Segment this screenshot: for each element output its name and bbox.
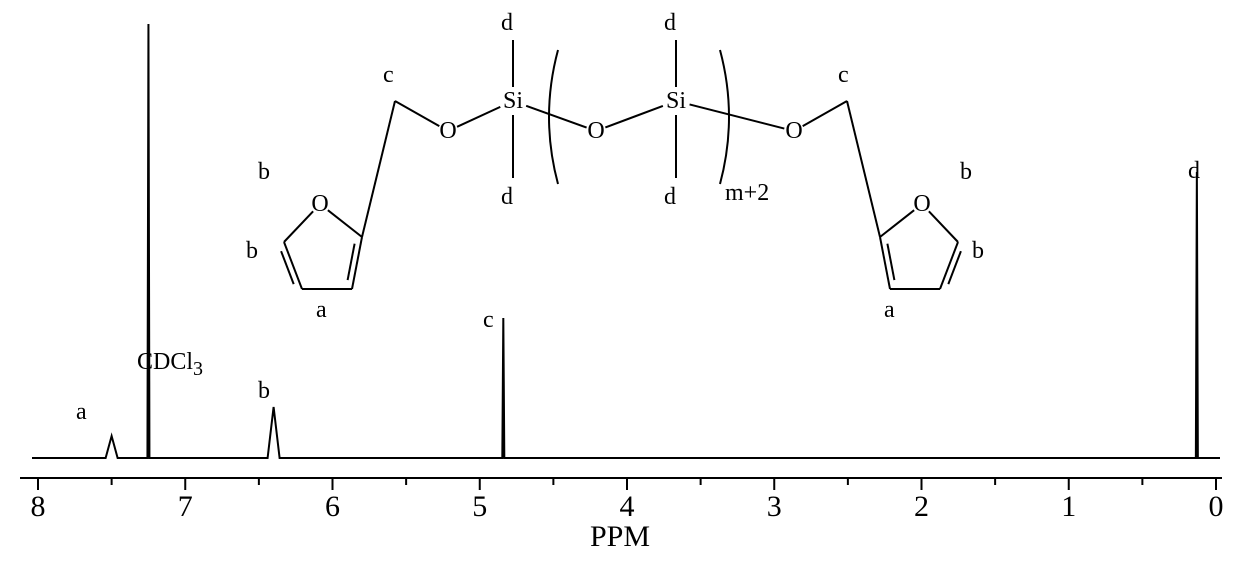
structure-svg: O O O Si O Si O (0, 0, 1240, 565)
atom-O3: O (785, 118, 802, 144)
atom-O-left-furan: O (311, 191, 328, 217)
atom-Si1: Si (503, 88, 523, 114)
atom-O-right-furan: O (913, 191, 930, 217)
peak-label-c: c (483, 307, 494, 334)
axis-tick-label: 8 (26, 490, 50, 524)
assign-d-3: d (664, 10, 676, 37)
assign-b-left-1: b (246, 238, 258, 265)
peak-label-d: d (1188, 158, 1200, 185)
assign-d-2: d (501, 184, 513, 211)
assign-a-right: a (884, 297, 895, 324)
axis-tick-label: 2 (910, 490, 934, 524)
axis-tick-label: 6 (321, 490, 345, 524)
nmr-figure: O O O Si O Si O a CDCl3 b c d 8 7 6 5 4 3 2 1 0 PPM a b b c a b… (0, 0, 1240, 565)
assign-b-right-2: b (960, 159, 972, 186)
assign-d-4: d (664, 184, 676, 211)
atom-Si2: Si (666, 88, 686, 114)
atom-O1: O (439, 118, 456, 144)
axis-tick-label: 3 (762, 490, 786, 524)
atom-O2: O (587, 118, 604, 144)
assign-d-1: d (501, 10, 513, 37)
axis-tick-label: 7 (173, 490, 197, 524)
axis-tick-label: 4 (615, 490, 639, 524)
axis-tick-label: 1 (1057, 490, 1081, 524)
assign-c-right: c (838, 62, 849, 89)
repeat-subscript: m+2 (725, 180, 769, 207)
assign-b-right-1: b (972, 238, 984, 265)
assign-a-left: a (316, 297, 327, 324)
axis-title: PPM (590, 520, 650, 554)
assign-c-left: c (383, 62, 394, 89)
peak-label-b: b (258, 378, 270, 405)
peak-label-a: a (76, 399, 87, 426)
peak-label-CDCl3: CDCl3 (137, 349, 203, 381)
axis-tick-label: 5 (468, 490, 492, 524)
paren-right (720, 50, 729, 184)
assign-b-left-2: b (258, 159, 270, 186)
axis-tick-label: 0 (1204, 490, 1228, 524)
